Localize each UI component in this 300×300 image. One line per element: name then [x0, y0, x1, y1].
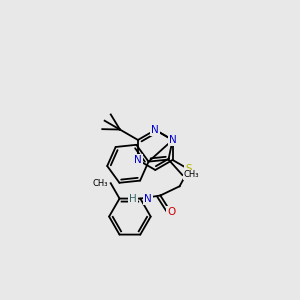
Text: S: S [185, 164, 192, 174]
Text: O: O [167, 207, 175, 218]
Text: N: N [134, 155, 142, 165]
Text: CH₃: CH₃ [184, 170, 200, 179]
Text: H: H [130, 194, 137, 204]
Text: N: N [144, 194, 152, 204]
Text: N: N [169, 135, 176, 145]
Text: N: N [152, 125, 159, 135]
Text: CH₃: CH₃ [93, 179, 108, 188]
